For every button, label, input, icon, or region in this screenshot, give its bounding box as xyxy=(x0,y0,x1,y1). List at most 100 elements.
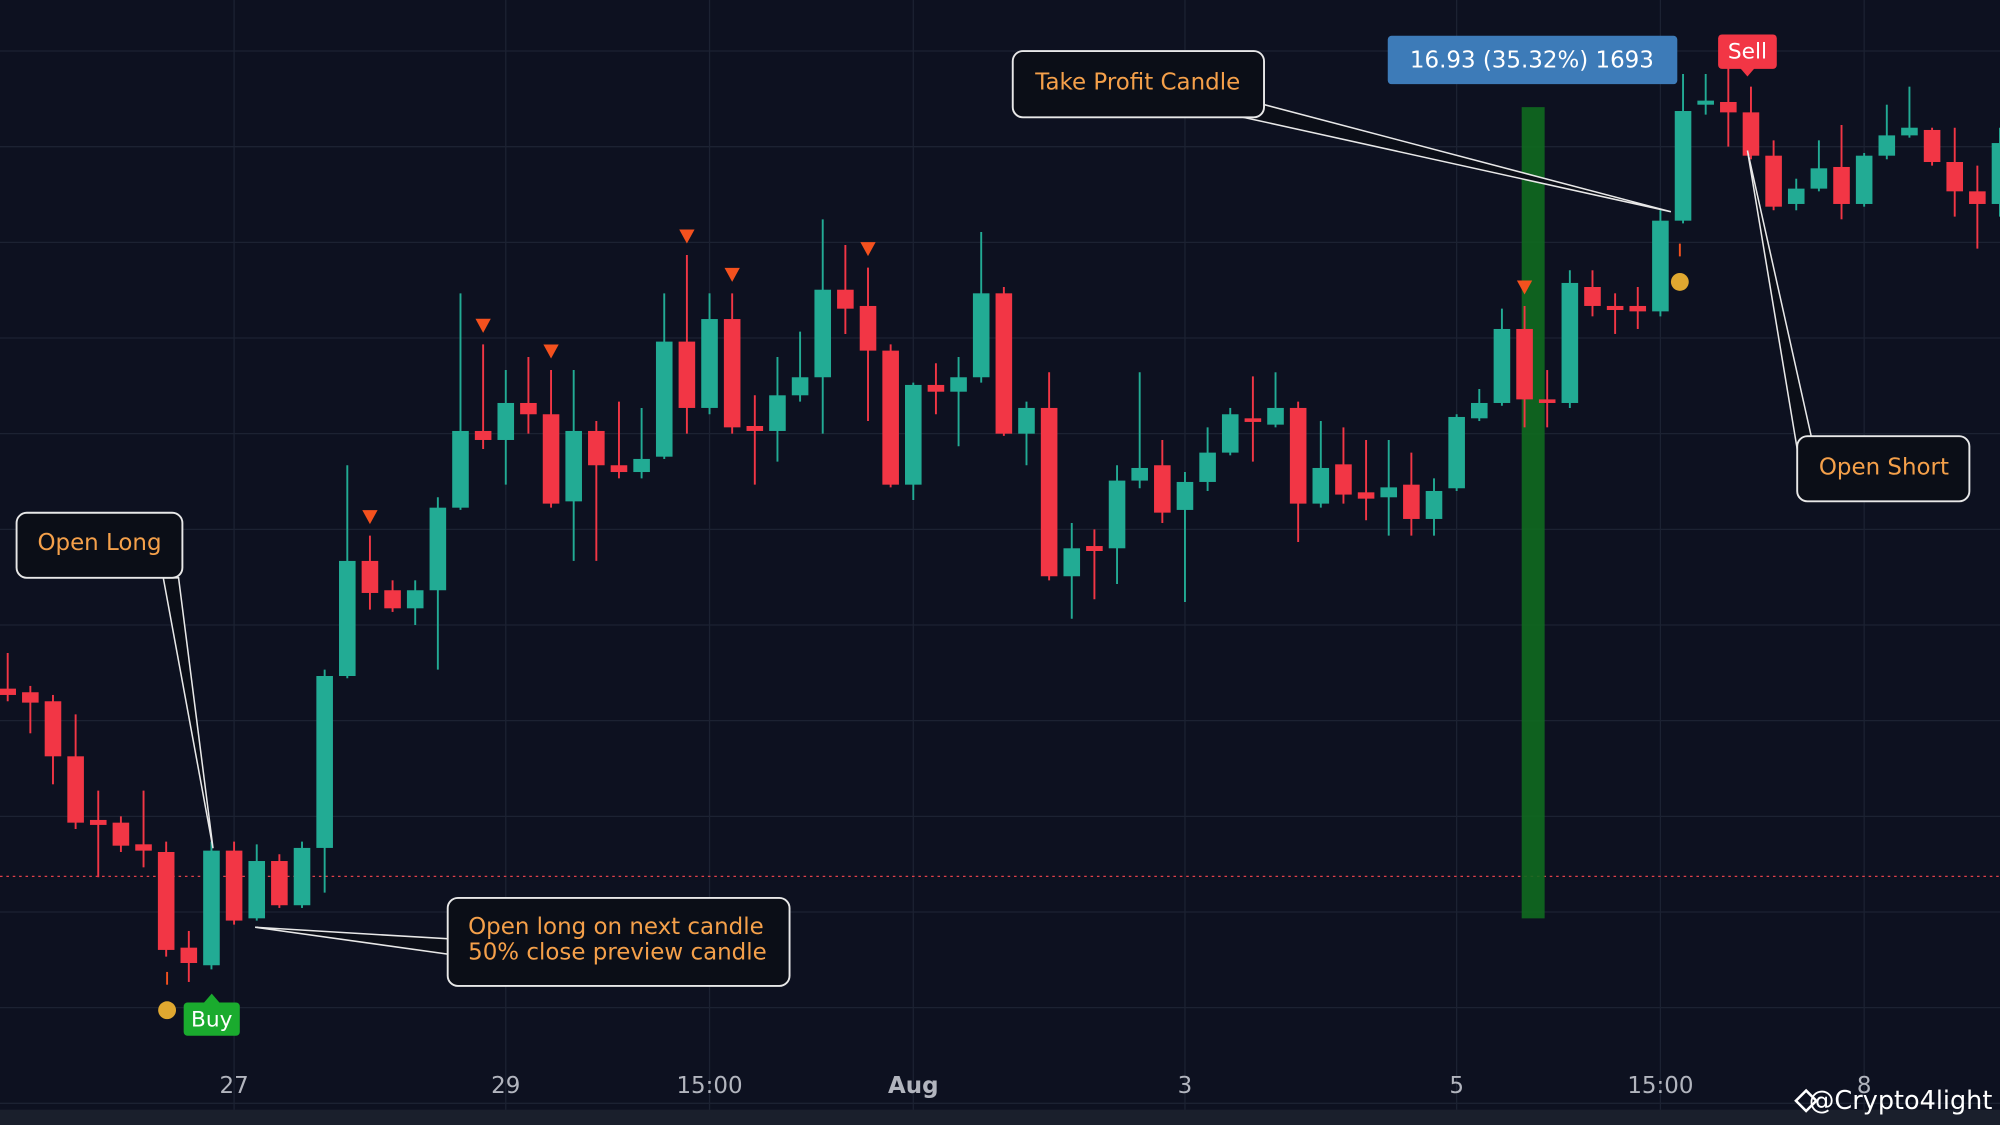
candle-body xyxy=(633,458,650,473)
candle-body xyxy=(1403,484,1420,519)
signal-marker xyxy=(860,242,876,257)
candle-body xyxy=(67,756,84,823)
candle-body xyxy=(361,560,379,593)
candle-body xyxy=(610,465,628,473)
candle-body xyxy=(1765,155,1782,207)
candle-body xyxy=(1425,490,1443,519)
candle-body xyxy=(1991,143,2000,204)
candle-body xyxy=(814,289,832,378)
x-tick-label: 29 xyxy=(491,1073,520,1099)
candle-body xyxy=(1244,418,1262,422)
candle-body xyxy=(723,319,741,428)
candle-body xyxy=(1516,328,1533,400)
candle-body xyxy=(89,819,107,825)
candle-body xyxy=(452,430,469,508)
callout-box xyxy=(1011,50,1265,119)
candle-body xyxy=(44,701,62,757)
sell-badge xyxy=(1718,34,1777,69)
candle-body xyxy=(1833,166,1850,204)
candle-body xyxy=(1674,111,1692,221)
candle-body xyxy=(1448,416,1465,489)
candle-body xyxy=(950,377,967,392)
candle-body xyxy=(1606,305,1624,311)
candle-body xyxy=(791,377,809,396)
money-bag-icon xyxy=(1670,272,1689,291)
candle-body xyxy=(1742,112,1760,156)
candle-body xyxy=(1199,452,1216,482)
callout-text: 50% close preview candle xyxy=(468,939,767,965)
callout-box xyxy=(446,897,791,987)
candle-body xyxy=(1561,282,1579,403)
candle-body xyxy=(1289,407,1307,504)
candle-body xyxy=(655,341,673,457)
candle-body xyxy=(927,384,945,392)
candle-body xyxy=(0,688,16,695)
candle-body xyxy=(429,507,447,591)
candle-body xyxy=(1131,467,1148,481)
signal-marker xyxy=(724,267,740,282)
candle-body xyxy=(882,350,899,485)
highlight-band xyxy=(1521,107,1545,919)
candle-body xyxy=(859,305,877,351)
candle-body xyxy=(1493,328,1511,403)
candle-body xyxy=(542,414,560,504)
candle-body xyxy=(271,861,288,906)
candle-body xyxy=(1176,481,1194,510)
candle-body xyxy=(1221,414,1239,453)
candle-body xyxy=(316,675,333,848)
candle-body xyxy=(1901,127,1918,136)
buy-badge xyxy=(183,1002,240,1036)
callout-box xyxy=(15,511,184,579)
overlays: 27 29 15:00 Aug 3 5 15:00 8 Open Long Take Profit… xyxy=(15,34,1992,1116)
signal-marker xyxy=(543,344,559,359)
candle-body xyxy=(1335,464,1352,495)
x-tick-label: 27 xyxy=(220,1073,249,1099)
candle-body xyxy=(1878,135,1896,156)
signal-marker xyxy=(1516,280,1533,295)
candle-body xyxy=(588,430,605,466)
candle-body xyxy=(837,289,854,309)
watermark: @Crypto4light xyxy=(1809,1086,1992,1116)
candles xyxy=(0,61,2000,982)
x-tick-label: 15:00 xyxy=(676,1073,742,1099)
candle-body xyxy=(1018,407,1035,434)
buy-badge-tail xyxy=(204,993,220,1003)
candle-body xyxy=(1357,492,1375,499)
candle-body xyxy=(22,692,39,703)
candle-body xyxy=(1697,100,1714,105)
candle-body xyxy=(1969,191,1986,204)
callout-text: Open long on next candle xyxy=(468,914,764,940)
candle-body xyxy=(565,430,582,502)
candle-body xyxy=(1267,407,1284,425)
candle-body xyxy=(339,560,356,676)
buy-label: Buy xyxy=(191,1007,233,1032)
candle-body xyxy=(406,590,424,609)
candle-body xyxy=(1720,101,1737,113)
candle-body xyxy=(474,430,492,440)
candle-body xyxy=(678,341,696,408)
candle-body xyxy=(1470,402,1488,419)
candle-body xyxy=(497,402,515,440)
x-tick-label: 8 xyxy=(1857,1073,1872,1099)
candle-body xyxy=(769,395,786,431)
candle-body xyxy=(180,947,198,964)
candle-body xyxy=(1855,155,1873,204)
candle-body xyxy=(1584,287,1601,306)
candle-body xyxy=(1040,407,1058,577)
candle-body xyxy=(995,293,1013,434)
candle-body xyxy=(1923,129,1941,163)
callout-text: Take Profit Candle xyxy=(1034,69,1240,95)
candle-body xyxy=(384,590,401,609)
candle-body xyxy=(1086,546,1103,551)
candle-body xyxy=(135,844,152,851)
candle-body xyxy=(203,850,220,966)
trade-label: 16.93 (35.32%) 1693 xyxy=(1410,48,1654,74)
candle-body xyxy=(1652,220,1669,312)
sell-badge-tail xyxy=(1739,67,1756,77)
sell-label: Sell xyxy=(1728,39,1767,64)
candle-body xyxy=(1946,162,1964,192)
candle-body xyxy=(1108,480,1126,549)
x-tick-label: 3 xyxy=(1178,1073,1193,1099)
